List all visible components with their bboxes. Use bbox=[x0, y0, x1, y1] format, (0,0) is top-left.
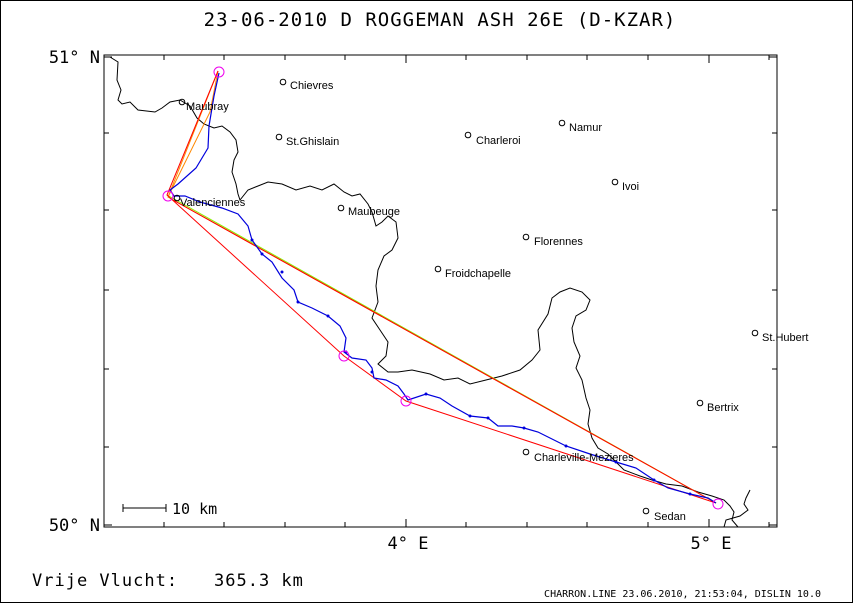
town-st-ghislain: St.Ghislain bbox=[275, 133, 339, 148]
border-france-belgium bbox=[109, 56, 739, 528]
svg-text:Florennes: Florennes bbox=[534, 236, 583, 248]
map-title: 23-06-2010 D ROGGEMAN ASH 26E (D-KZAR) bbox=[204, 9, 677, 31]
track-fixes bbox=[250, 238, 692, 496]
distance-label: Vrije Vlucht: bbox=[32, 571, 178, 591]
svg-text:Bertrix: Bertrix bbox=[707, 402, 739, 414]
town-charleville-mezieres: Charleville-Mezieres bbox=[522, 448, 634, 464]
turnpoint-mid bbox=[338, 350, 350, 362]
tick-marks bbox=[104, 55, 777, 527]
leg-red bbox=[166, 70, 717, 504]
town-sedan: Sedan bbox=[642, 507, 686, 523]
svg-text:Froidchapelle: Froidchapelle bbox=[445, 268, 511, 280]
town-st-hubert: St.Hubert bbox=[751, 329, 808, 344]
lat-bottom-label: 50° N bbox=[49, 516, 100, 536]
scale-label: 10 km bbox=[172, 500, 217, 518]
turnpoint-south bbox=[400, 395, 412, 407]
turnpoints bbox=[162, 66, 724, 510]
town-ivoi: Ivoi bbox=[611, 178, 639, 193]
turnpoint-start bbox=[213, 66, 225, 78]
svg-text:Sedan: Sedan bbox=[654, 511, 686, 523]
svg-text:Valenciennes: Valenciennes bbox=[180, 197, 246, 209]
svg-text:St.Hubert: St.Hubert bbox=[762, 332, 808, 344]
credit-line: CHARRON.LINE 23.06.2010, 21:53:04, DISLI… bbox=[544, 589, 821, 600]
svg-text:Charleroi: Charleroi bbox=[476, 135, 521, 147]
town-chievres: Chievres bbox=[279, 78, 334, 92]
town-charleroi: Charleroi bbox=[464, 131, 521, 147]
town-bertrix: Bertrix bbox=[696, 399, 739, 414]
town-florennes: Florennes bbox=[522, 233, 583, 248]
town-valenciennes: Valenciennes bbox=[173, 194, 246, 209]
distance-value: 365.3 km bbox=[214, 571, 304, 591]
turnpoint-valenciennes bbox=[162, 190, 174, 202]
town-namur: Namur bbox=[558, 119, 602, 134]
country-borders bbox=[109, 56, 751, 528]
svg-text:Namur: Namur bbox=[569, 122, 602, 134]
plot-area bbox=[103, 54, 778, 528]
svg-text:Maubray: Maubray bbox=[186, 101, 229, 113]
lon-5-label: 5° E bbox=[691, 534, 732, 554]
task-legs bbox=[166, 70, 717, 504]
lat-top-label: 51° N bbox=[49, 48, 100, 68]
flight-track bbox=[169, 72, 717, 504]
border-luxembourg bbox=[723, 489, 751, 528]
scale-bar: 10 km bbox=[122, 500, 217, 518]
svg-text:St.Ghislain: St.Ghislain bbox=[286, 136, 339, 148]
svg-text:Chievres: Chievres bbox=[290, 80, 334, 92]
town-markers: Chievres Maubray St.Ghislain Charleroi N… bbox=[173, 78, 808, 523]
svg-text:Maubeuge: Maubeuge bbox=[348, 206, 400, 218]
svg-text:Ivoi: Ivoi bbox=[622, 181, 639, 193]
lon-4-label: 4° E bbox=[388, 534, 429, 554]
leg-orange bbox=[167, 70, 717, 504]
town-maubray: Maubray bbox=[178, 98, 229, 113]
turnpoint-end bbox=[712, 498, 724, 510]
svg-text:Charleville-Mezieres: Charleville-Mezieres bbox=[534, 452, 634, 464]
town-maubeuge: Maubeuge bbox=[337, 204, 400, 218]
town-froidchapelle: Froidchapelle bbox=[434, 265, 511, 280]
